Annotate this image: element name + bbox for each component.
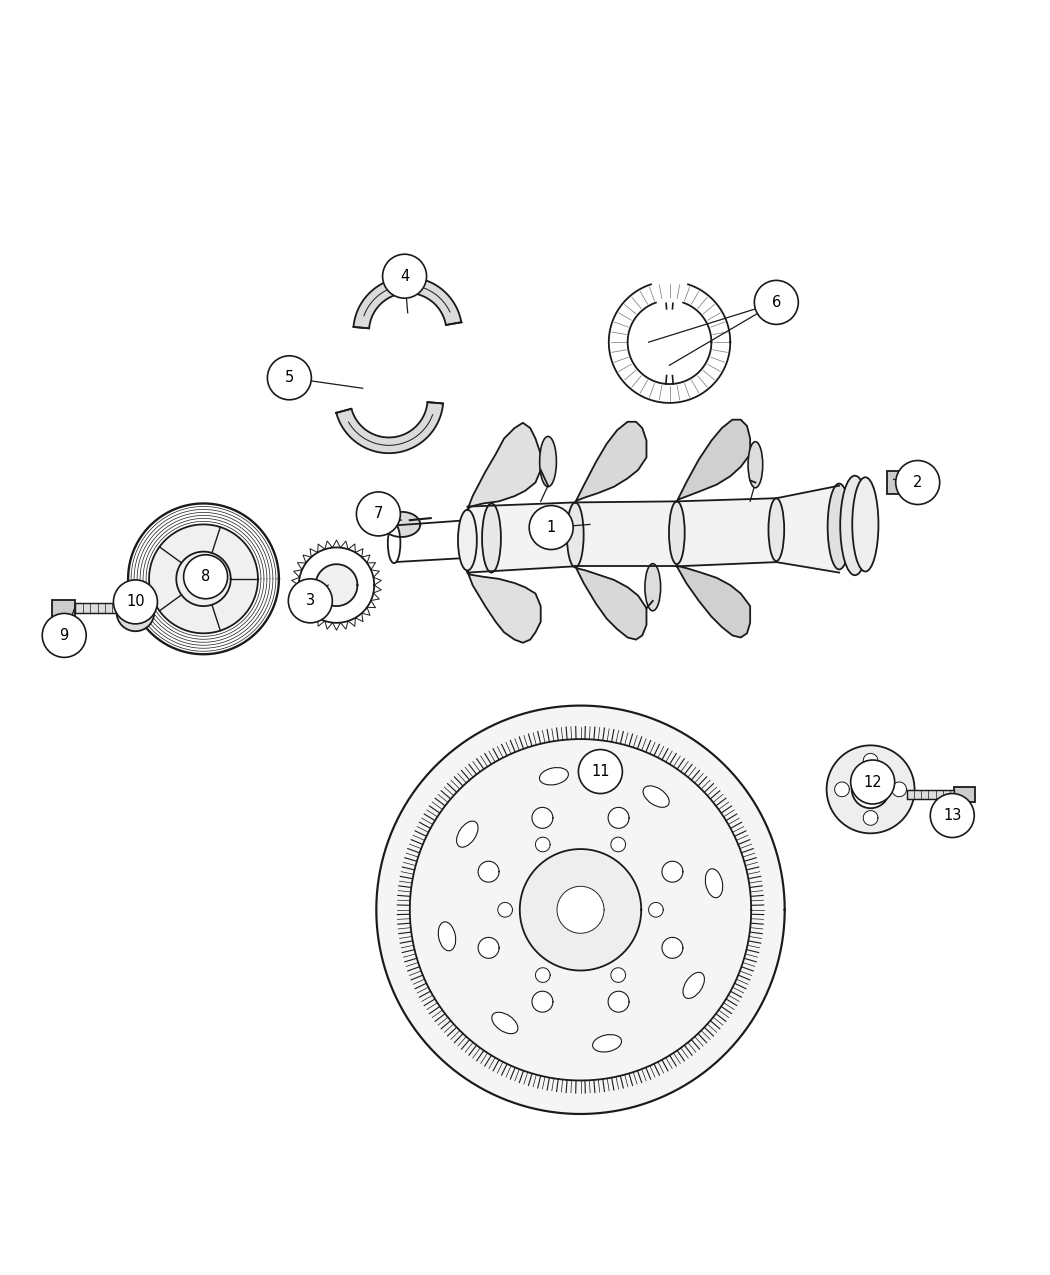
Circle shape (662, 937, 682, 959)
Circle shape (356, 492, 400, 536)
Text: 13: 13 (943, 808, 962, 824)
Bar (907, 790, 954, 799)
Circle shape (376, 705, 784, 1114)
Text: 7: 7 (374, 506, 383, 521)
Text: 5: 5 (285, 370, 294, 385)
Text: 12: 12 (863, 774, 882, 789)
Circle shape (113, 580, 158, 623)
Circle shape (478, 937, 499, 959)
Circle shape (117, 594, 154, 631)
Bar (51, 599, 75, 617)
Polygon shape (354, 277, 461, 329)
Polygon shape (677, 419, 750, 501)
Circle shape (478, 861, 499, 882)
Text: 8: 8 (201, 569, 210, 584)
Ellipse shape (482, 504, 501, 572)
Ellipse shape (669, 501, 685, 565)
Ellipse shape (645, 564, 660, 611)
Circle shape (608, 807, 629, 829)
Circle shape (127, 604, 144, 621)
Circle shape (529, 506, 573, 550)
Text: 4: 4 (400, 269, 410, 284)
Polygon shape (677, 566, 750, 638)
Circle shape (649, 903, 664, 917)
Circle shape (754, 280, 798, 324)
Circle shape (611, 838, 626, 852)
Circle shape (930, 793, 974, 838)
Circle shape (611, 968, 626, 983)
Circle shape (316, 565, 357, 606)
Ellipse shape (540, 436, 557, 487)
Text: 11: 11 (591, 764, 610, 779)
Text: 1: 1 (547, 520, 555, 536)
Ellipse shape (567, 502, 584, 567)
Circle shape (863, 754, 878, 768)
Circle shape (42, 613, 86, 658)
Ellipse shape (827, 483, 851, 570)
Ellipse shape (540, 768, 568, 785)
FancyBboxPatch shape (887, 470, 901, 493)
Polygon shape (336, 402, 443, 453)
Circle shape (382, 254, 426, 298)
Ellipse shape (748, 441, 762, 488)
Ellipse shape (457, 821, 478, 847)
Circle shape (863, 811, 878, 825)
Polygon shape (575, 566, 647, 640)
Circle shape (536, 838, 550, 852)
Circle shape (536, 968, 550, 983)
Text: 10: 10 (126, 594, 145, 609)
Ellipse shape (458, 510, 477, 570)
Circle shape (852, 770, 889, 808)
Ellipse shape (643, 785, 669, 807)
Ellipse shape (438, 922, 456, 951)
Circle shape (608, 991, 629, 1012)
Circle shape (896, 460, 940, 505)
Circle shape (579, 750, 623, 793)
Circle shape (289, 579, 332, 623)
Text: 3: 3 (306, 593, 315, 608)
Polygon shape (467, 423, 541, 510)
Ellipse shape (387, 523, 400, 564)
Circle shape (662, 861, 682, 882)
Ellipse shape (706, 868, 722, 898)
Text: 9: 9 (60, 627, 69, 643)
Circle shape (184, 555, 228, 599)
Polygon shape (382, 511, 420, 537)
Circle shape (835, 782, 849, 797)
Ellipse shape (491, 1012, 518, 1034)
Text: 6: 6 (772, 295, 781, 310)
Circle shape (498, 903, 512, 917)
Text: 2: 2 (914, 476, 922, 490)
Bar (75, 603, 132, 613)
Ellipse shape (769, 499, 784, 561)
Circle shape (850, 760, 895, 805)
Circle shape (268, 356, 312, 400)
Polygon shape (575, 422, 647, 502)
Circle shape (826, 746, 915, 834)
Ellipse shape (682, 973, 705, 998)
Polygon shape (467, 571, 541, 643)
Circle shape (532, 807, 553, 829)
Circle shape (532, 991, 553, 1012)
Circle shape (520, 849, 642, 970)
Ellipse shape (853, 477, 879, 571)
Circle shape (558, 886, 604, 933)
Ellipse shape (592, 1034, 622, 1052)
Circle shape (149, 524, 258, 634)
Ellipse shape (840, 476, 869, 575)
Bar (954, 787, 975, 802)
Circle shape (891, 782, 906, 797)
